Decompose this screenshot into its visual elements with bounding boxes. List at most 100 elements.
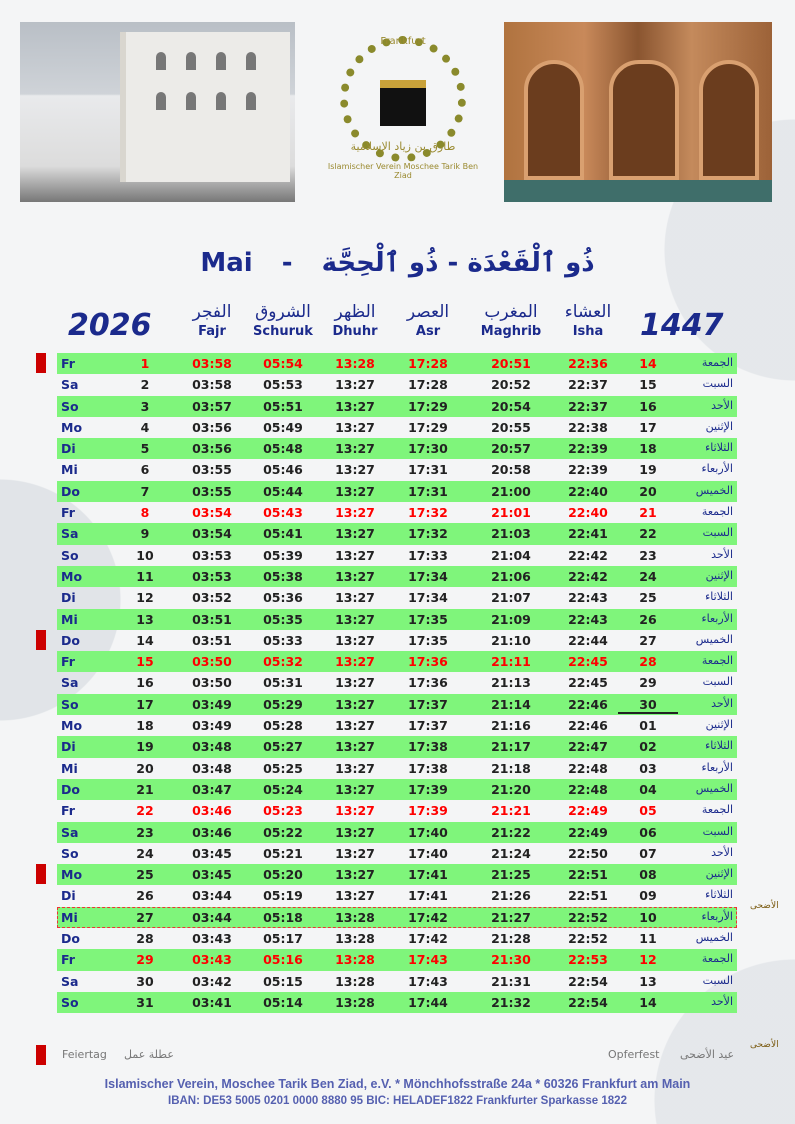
header-arabic: الظهر [334,302,376,322]
cell-isha: 22:43 [568,590,608,606]
cell-asr: 17:37 [408,718,448,734]
cell-maghrib: 21:09 [491,611,531,627]
cell-asr: 17:39 [408,781,448,797]
cell-asr: 17:38 [408,760,448,776]
cell-fajr: 03:50 [192,654,232,670]
cell-isha: 22:40 [568,505,608,521]
table-row: So 24 03:45 05:21 13:27 17:40 21:24 22:50 07 الأح… [57,843,737,864]
cell-maghrib: 21:27 [491,909,531,925]
cell-schuruk: 05:27 [263,739,303,755]
cell-maghrib: 21:06 [491,568,531,584]
mosque-logo: Frankfurt طارق بن زياد الإسلامية Islamis… [322,22,484,200]
cell-dhuhr: 13:27 [335,803,375,819]
table-row: Do 21 03:47 05:24 13:27 17:39 21:20 22:48 04 الخم… [57,778,737,801]
cell-day: 6 [140,462,150,478]
cell-dhuhr: 13:27 [335,781,375,797]
cell-asr: 17:42 [408,931,448,947]
cell-isha: 22:46 [568,718,608,734]
cell-dhuhr: 13:27 [335,718,375,734]
cell-day: 5 [140,441,150,457]
weekday-arabic: الإثنين [705,718,733,732]
cell-dhuhr: 13:27 [335,590,375,606]
cell-dhuhr: 13:28 [335,952,375,968]
weekday-arabic: الخميس [695,632,733,646]
weekday: Di [61,441,76,457]
table-row: Mo 4 03:56 05:49 13:27 17:29 20:55 22:38 17 الإثن… [57,417,737,438]
cell-schuruk: 05:15 [263,973,303,989]
cell-schuruk: 05:54 [263,356,303,371]
table-row: Fr 29 03:43 05:16 13:28 17:43 21:30 22:53 12 الجم… [57,949,737,971]
cell-schuruk: 05:49 [263,419,303,435]
cell-hijri-day: 08 [639,867,657,883]
cell-maghrib: 21:07 [491,590,531,606]
prayer-times-table: Fr 1 03:58 05:54 13:28 17:28 20:51 22:36 14 الجمع… [57,353,737,1014]
cell-maghrib: 21:26 [491,888,531,904]
cell-hijri-day: 15 [639,377,657,393]
cell-maghrib: 21:01 [491,505,531,521]
cell-maghrib: 20:51 [491,356,531,371]
title-month: Mai [200,248,253,278]
cell-asr: 17:41 [408,867,448,883]
cell-asr: 17:31 [408,462,448,478]
cell-dhuhr: 13:27 [335,888,375,904]
weekday: Fr [61,505,75,521]
cell-schuruk: 05:16 [263,952,303,968]
cell-dhuhr: 13:27 [335,568,375,584]
header-arabic: الشروق [255,302,311,322]
cell-day: 12 [136,590,154,606]
weekday-arabic: الخميس [695,483,733,497]
cell-asr: 17:36 [408,654,448,670]
mosque-exterior-photo [20,22,295,202]
table-row: So 10 03:53 05:39 13:27 17:33 21:04 22:42 23 الأح… [57,545,737,566]
weekday: Mi [61,909,78,925]
cell-hijri-day: 18 [639,441,657,457]
cell-dhuhr: 13:27 [335,632,375,648]
cell-asr: 17:29 [408,419,448,435]
cell-maghrib: 21:32 [491,994,531,1010]
header-latin: Isha [572,324,604,339]
cell-day: 8 [140,505,150,521]
table-row: Sa 2 03:58 05:53 13:27 17:28 20:52 22:37 15 السبت [57,374,737,395]
cell-schuruk: 05:36 [263,590,303,606]
cell-maghrib: 21:03 [491,526,531,542]
weekday-arabic: الثلاثاء [705,739,733,753]
cell-hijri-day: 29 [639,675,657,691]
cell-day: 29 [136,952,154,968]
cell-isha: 22:50 [568,845,608,861]
weekday: So [61,994,79,1010]
cell-hijri-day: 06 [639,824,657,840]
cell-fajr: 03:45 [192,867,232,883]
cell-schuruk: 05:38 [263,568,303,584]
holiday-marker [36,629,46,650]
cell-day: 14 [136,632,154,648]
cell-asr: 17:43 [408,952,448,968]
cell-day: 11 [136,568,154,584]
cell-dhuhr: 13:27 [335,483,375,499]
cell-maghrib: 21:21 [491,803,531,819]
cell-day: 13 [136,611,154,627]
table-row: Di 26 03:44 05:19 13:27 17:41 21:26 22:51 09 الثل… [57,885,737,906]
cell-schuruk: 05:18 [263,909,303,925]
cell-day: 10 [136,547,154,563]
weekday-arabic: الجمعة [701,952,733,966]
page-title: Mai - ذُو ٱلْقَعْدَة - ذُو ٱلْحِجَّة [0,248,795,278]
cell-fajr: 03:49 [192,718,232,734]
cell-asr: 17:34 [408,590,448,606]
weekday-arabic: الأربعاء [701,611,733,625]
cell-hijri-day: 14 [639,356,657,371]
weekday: Sa [61,377,79,393]
cell-asr: 17:30 [408,441,448,457]
cell-fajr: 03:51 [192,611,232,627]
cell-day: 20 [136,760,154,776]
table-row: Mo 25 03:45 05:20 13:27 17:41 21:25 22:51 08 الإث… [57,864,737,886]
cell-maghrib: 21:30 [491,952,531,968]
weekday: Di [61,739,76,755]
cell-schuruk: 05:53 [263,377,303,393]
cell-dhuhr: 13:28 [335,994,375,1010]
cell-fajr: 03:44 [192,888,232,904]
cell-isha: 22:42 [568,547,608,563]
cell-hijri-day: 14 [639,994,657,1010]
weekday: Fr [61,654,75,670]
cell-dhuhr: 13:27 [335,824,375,840]
cell-fajr: 03:41 [192,994,232,1010]
